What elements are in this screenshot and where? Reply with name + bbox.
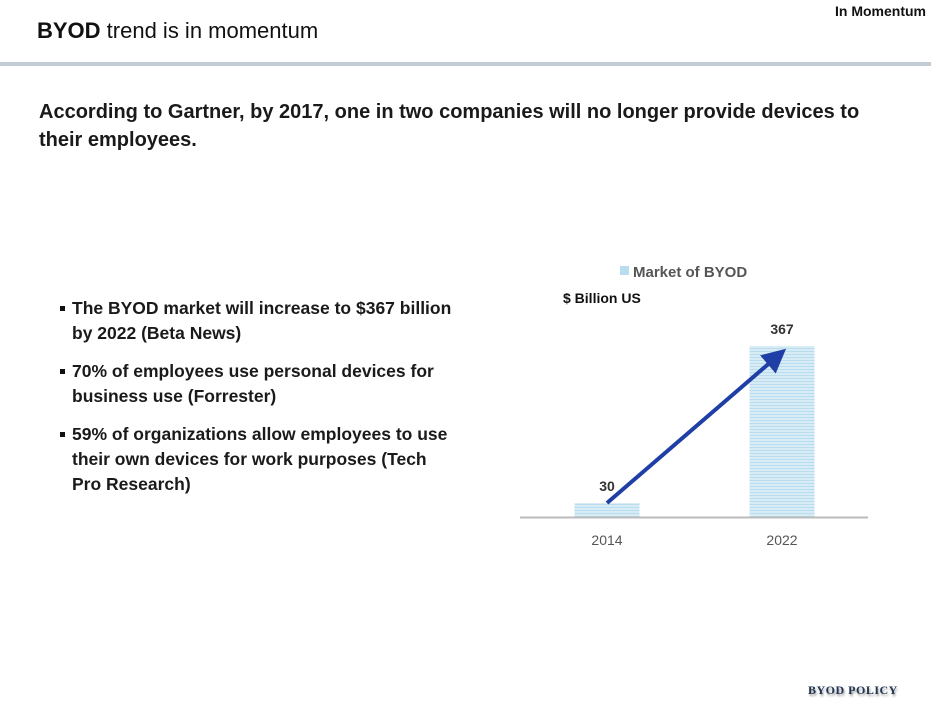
title-rest: trend is in momentum (100, 18, 319, 43)
bullet-item: The BYOD market will increase to $367 bi… (60, 296, 460, 346)
section-tag: In Momentum (835, 3, 926, 19)
legend-swatch (620, 266, 629, 275)
footer-logo: BYOD POLICY (808, 683, 898, 697)
legend-label: Market of BYOD (633, 264, 747, 281)
x-tick-label: 2014 (591, 532, 622, 548)
lead-text: According to Gartner, by 2017, one in tw… (39, 101, 860, 151)
x-tick-label: 2022 (766, 532, 797, 548)
data-label: 367 (770, 321, 794, 337)
bar-2014 (574, 503, 640, 517)
slide-title: BYOD trend is in momentum (37, 18, 318, 44)
header-divider (0, 62, 931, 66)
bullet-item: 59% of organizations allow employees to … (60, 422, 460, 497)
bullet-item: 70% of employees use personal devices fo… (60, 359, 460, 409)
bar-2022 (749, 346, 815, 517)
title-bold: BYOD (37, 18, 101, 43)
trend-arrow (605, 348, 787, 505)
unit-label: $ Billion US (563, 290, 641, 306)
data-label: 30 (599, 478, 615, 494)
bullet-list: The BYOD market will increase to $367 bi… (60, 296, 460, 510)
